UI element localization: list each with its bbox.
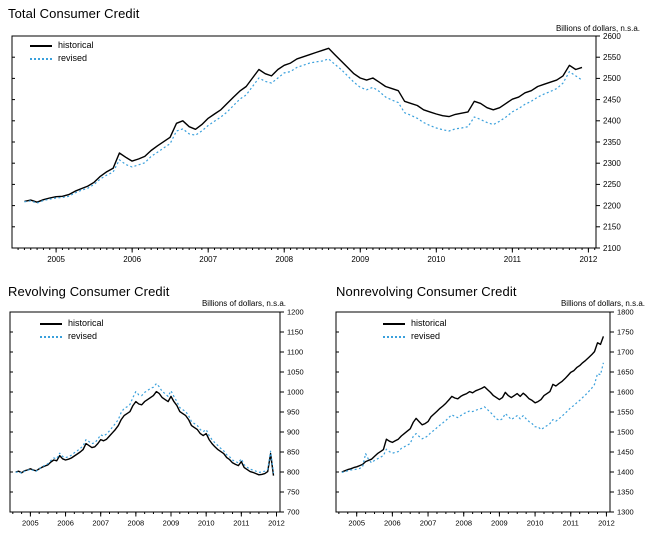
svg-text:2005: 2005 [22,519,39,528]
nonrevolving-consumer-credit-plot: 1300 1350 1400 1450 1500 1550 1600 1650 1700 1750… [335,308,634,528]
legend: historical revised [30,40,94,64]
svg-text:1600: 1600 [617,388,634,397]
svg-text:2600: 2600 [603,32,621,41]
chart-title-revolving: Revolving Consumer Credit [8,284,170,299]
historical-line [341,336,605,473]
legend: historical revised [383,318,447,342]
nonrevolving-consumer-credit-chart: 1300 1350 1400 1450 1500 1550 1600 1650 1700 1750… [328,282,650,555]
total-consumer-credit-plot: 2100 2150 2200 2250 2300 2350 2400 2450 2500 2550… [11,32,621,264]
svg-text:2100: 2100 [603,244,621,253]
svg-text:2005: 2005 [348,519,365,528]
svg-text:1350: 1350 [617,488,634,497]
svg-text:2008: 2008 [275,255,293,264]
svg-text:2005: 2005 [47,255,65,264]
svg-text:900: 900 [287,428,300,437]
revised-line [341,362,604,473]
revised-line-swatch [383,335,405,338]
legend-item-revised: revised [30,53,94,64]
svg-text:700: 700 [287,508,300,517]
svg-text:2006: 2006 [123,255,141,264]
svg-text:2010: 2010 [198,519,215,528]
units-label: Billions of dollars, n.s.a. [560,299,645,308]
legend-item-revised: revised [383,331,447,342]
svg-text:2012: 2012 [579,255,597,264]
svg-text:2009: 2009 [163,519,180,528]
svg-text:1300: 1300 [617,508,634,517]
svg-text:1750: 1750 [617,328,634,337]
svg-text:2010: 2010 [427,255,445,264]
legend-item-historical: historical [383,318,447,329]
svg-text:2012: 2012 [598,519,615,528]
svg-text:2200: 2200 [603,201,621,210]
chart-title-nonrevolving: Nonrevolving Consumer Credit [336,284,517,299]
svg-text:1800: 1800 [617,308,634,317]
historical-line-swatch [30,44,52,47]
svg-text:2008: 2008 [455,519,472,528]
svg-text:1000: 1000 [287,388,304,397]
svg-text:2012: 2012 [268,519,285,528]
legend-label-revised: revised [68,331,98,341]
svg-text:2006: 2006 [384,519,401,528]
svg-text:2500: 2500 [603,74,621,83]
svg-text:2009: 2009 [491,519,508,528]
svg-text:2450: 2450 [603,95,621,104]
svg-text:2011: 2011 [504,255,522,264]
legend: historical revised [40,318,104,342]
legend-item-revised: revised [40,331,104,342]
svg-text:1400: 1400 [617,468,634,477]
svg-text:2006: 2006 [57,519,74,528]
svg-text:2011: 2011 [233,519,249,528]
historical-line-swatch [40,322,62,325]
legend-item-historical: historical [30,40,94,51]
revolving-consumer-credit-chart: 700 750 800 850 900 950 1000 1050 1100 1150 1200 20… [0,282,322,555]
svg-text:2400: 2400 [603,117,621,126]
svg-text:2300: 2300 [603,159,621,168]
svg-text:1650: 1650 [617,368,634,377]
svg-text:1050: 1050 [287,368,304,377]
svg-text:2011: 2011 [563,519,579,528]
legend-label-historical: historical [58,40,94,50]
svg-text:850: 850 [287,448,300,457]
svg-text:2008: 2008 [128,519,145,528]
svg-text:2007: 2007 [92,519,109,528]
svg-text:1550: 1550 [617,408,634,417]
svg-text:1500: 1500 [617,428,634,437]
svg-text:2010: 2010 [527,519,544,528]
svg-text:800: 800 [287,468,300,477]
svg-text:2150: 2150 [603,223,621,232]
units-label: Billions of dollars, n.s.a. [555,24,640,33]
legend-label-revised: revised [58,53,88,63]
svg-text:2550: 2550 [603,53,621,62]
revised-line-swatch [40,335,62,338]
revised-line [15,383,275,474]
revised-line [24,58,583,204]
revised-line-swatch [30,57,52,60]
historical-line-swatch [383,322,405,325]
legend-item-historical: historical [40,318,104,329]
svg-text:1700: 1700 [617,348,634,357]
historical-line [24,47,583,203]
svg-text:1200: 1200 [287,308,304,317]
svg-text:2007: 2007 [420,519,437,528]
svg-text:2250: 2250 [603,180,621,189]
svg-text:950: 950 [287,408,300,417]
revolving-consumer-credit-plot: 700 750 800 850 900 950 1000 1050 1100 1150 1200 20… [9,308,304,528]
svg-text:1100: 1100 [287,348,303,357]
legend-label-historical: historical [411,318,447,328]
legend-label-revised: revised [411,331,441,341]
svg-text:2009: 2009 [351,255,369,264]
svg-text:1450: 1450 [617,448,634,457]
svg-text:2350: 2350 [603,138,621,147]
svg-text:1150: 1150 [287,328,303,337]
svg-text:750: 750 [287,488,300,497]
svg-text:2007: 2007 [199,255,217,264]
total-consumer-credit-chart: 2100 2150 2200 2250 2300 2350 2400 2450 2500 2550… [8,6,640,264]
chart-title-total: Total Consumer Credit [8,6,140,21]
historical-line [15,390,275,476]
legend-label-historical: historical [68,318,104,328]
units-label: Billions of dollars, n.s.a. [201,299,286,308]
